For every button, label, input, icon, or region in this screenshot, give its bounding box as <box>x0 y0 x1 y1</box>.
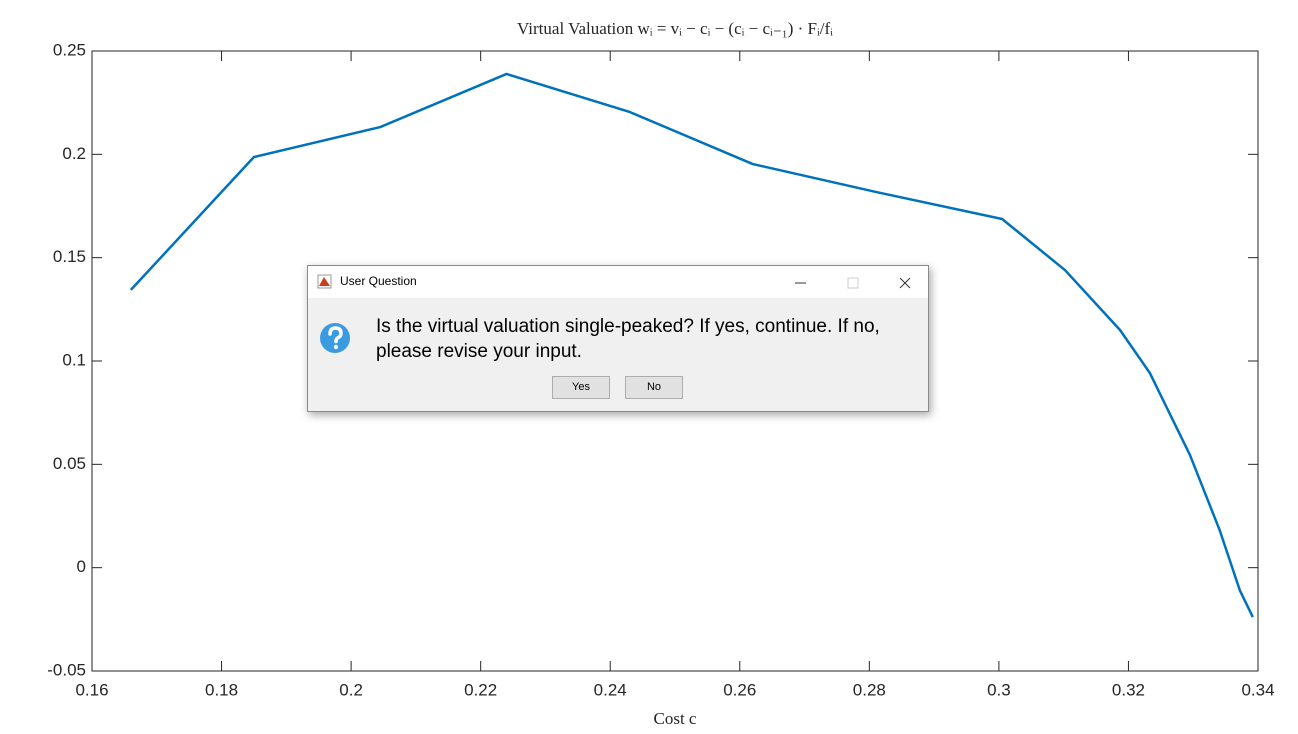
y-tick-label: -0.05 <box>47 660 86 679</box>
chart-title: Virtual Valuation wᵢ = vᵢ − cᵢ − (cᵢ − c… <box>517 19 833 38</box>
y-tick-label: 0.15 <box>53 247 86 266</box>
x-tick-label: 0.34 <box>1241 680 1274 699</box>
data-line <box>129 72 1254 618</box>
x-tick-label: 0.24 <box>594 680 627 699</box>
maximize[interactable] <box>847 277 859 289</box>
y-tick-label: 0.25 <box>53 40 86 59</box>
dialog-title: User Question <box>340 274 417 288</box>
y-tick-label: 0.2 <box>62 144 86 163</box>
close[interactable] <box>899 277 911 289</box>
y-tick-label: 0 <box>77 557 86 576</box>
y-tick-label: 0.1 <box>62 350 86 369</box>
dialog-message: Is the virtual valuation single-peaked? … <box>376 316 880 362</box>
no-button[interactable]: No <box>625 376 683 399</box>
x-tick-label: 0.26 <box>723 680 756 699</box>
x-tick-label: 0.18 <box>205 680 238 699</box>
x-tick-label: 0.28 <box>853 680 886 699</box>
x-axis-label: Cost c <box>654 709 697 728</box>
icon-circle <box>320 323 350 353</box>
title-bar-icons <box>317 274 911 289</box>
x-tick-label: 0.3 <box>987 680 1011 699</box>
yes-button[interactable]: Yes <box>552 376 610 399</box>
dialog: User Question Is the virtual valuation s… <box>307 265 929 412</box>
question-icon <box>320 323 350 353</box>
app-icon-shape <box>319 277 330 286</box>
title-bar: User Question <box>308 266 928 298</box>
x-tick-label: 0.16 <box>75 680 108 699</box>
icon-glyph <box>328 326 343 344</box>
y-tick-label: 0.05 <box>53 454 86 473</box>
icon-dot <box>333 344 339 350</box>
x-tick-label: 0.32 <box>1112 680 1145 699</box>
x-tick-label: 0.2 <box>339 680 363 699</box>
x-tick-label: 0.22 <box>464 680 497 699</box>
